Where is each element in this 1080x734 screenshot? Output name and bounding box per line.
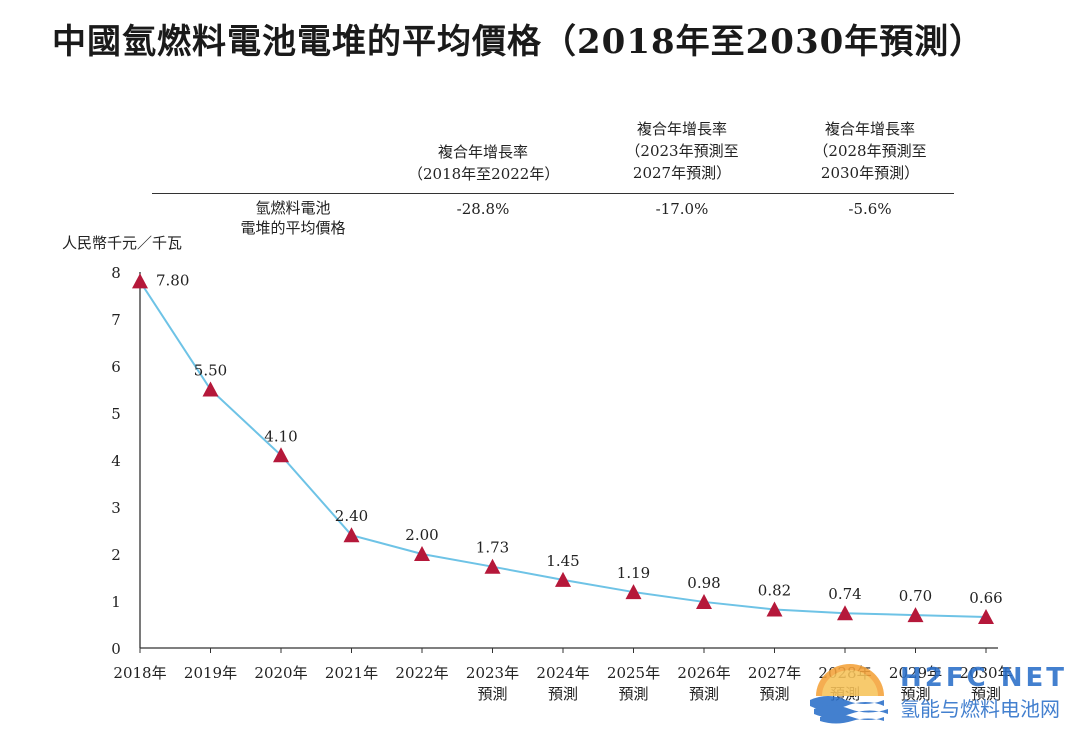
data-point-marker xyxy=(484,558,501,574)
y-tick-label: 7 xyxy=(111,311,121,329)
data-point-marker xyxy=(837,605,853,621)
data-label: 2.40 xyxy=(335,507,368,525)
x-tick-label: 2024年 xyxy=(536,664,589,682)
watermark-logo: H2FC NET 氢能与燃料电池网 xyxy=(810,663,1067,724)
cagr-header-2028-2030: 複合年增長率 （2028年預測至 2030年預測） xyxy=(795,118,945,184)
y-axis-unit-label: 人民幣千元／千瓦 xyxy=(62,234,183,252)
watermark-brand: H2FC NET xyxy=(900,663,1067,693)
y-tick-label: 5 xyxy=(111,405,121,423)
data-point-marker xyxy=(696,593,712,609)
x-tick-sublabel: 預測 xyxy=(900,685,930,703)
data-label: 7.80 xyxy=(156,271,189,289)
y-tick-label: 0 xyxy=(111,640,121,658)
data-point-marker xyxy=(414,546,430,561)
data-label: 0.70 xyxy=(899,587,932,605)
y-tick-label: 2 xyxy=(111,546,121,564)
cagr-header-2018-2022: 複合年增長率 （2018年至2022年） xyxy=(408,141,560,185)
cagr-header-line: 複合年增長率 xyxy=(824,120,915,138)
cagr-row-label: 氫燃料電池 電堆的平均價格 xyxy=(218,198,368,238)
cagr-header-2023-2027: 複合年增長率 （2023年預測至 2027年預測） xyxy=(607,118,757,184)
data-label: 4.10 xyxy=(264,427,297,445)
y-tick-label: 4 xyxy=(111,452,121,470)
data-point-marker xyxy=(625,584,642,600)
cagr-value-2018-2022: -28.8% xyxy=(456,200,510,218)
x-tick-sublabel: 預測 xyxy=(759,685,789,703)
table-divider xyxy=(152,193,954,194)
x-tick-sublabel: 預測 xyxy=(689,685,719,703)
x-tick-label: 2029年 xyxy=(889,664,942,682)
x-tick-label: 2021年 xyxy=(325,664,378,682)
data-point-marker xyxy=(766,601,783,617)
y-tick-label: 1 xyxy=(111,593,121,611)
data-point-marker xyxy=(343,527,360,543)
data-point-marker xyxy=(273,447,289,463)
y-tick-label: 8 xyxy=(111,264,121,282)
x-tick-label: 2022年 xyxy=(395,664,448,682)
data-label: 0.98 xyxy=(687,574,720,592)
cagr-row-label-line: 氫燃料電池 xyxy=(255,199,331,217)
data-point-marker xyxy=(907,607,924,623)
y-tick-label: 3 xyxy=(111,499,121,517)
data-label: 5.50 xyxy=(194,362,227,380)
data-label: 1.19 xyxy=(617,564,650,582)
x-tick-sublabel: 預測 xyxy=(477,685,507,703)
data-label: 1.45 xyxy=(546,552,579,570)
cagr-value-2023-2027: -17.0% xyxy=(655,200,709,218)
data-point-marker xyxy=(555,571,571,587)
data-label: 0.74 xyxy=(828,585,861,603)
x-tick-label: 2019年 xyxy=(184,664,237,682)
y-tick-label: 6 xyxy=(111,358,121,376)
cagr-header-line: （2028年預測至 xyxy=(813,142,927,160)
page-title: 中國氫燃料電池電堆的平均價格（2018年至2030年預測） xyxy=(52,22,985,62)
x-tick-label: 2030年 xyxy=(959,664,1012,682)
x-tick-label: 2023年 xyxy=(466,664,519,682)
x-tick-sublabel: 預測 xyxy=(971,685,1001,703)
x-tick-sublabel: 預測 xyxy=(618,685,648,703)
cagr-header-line: （2018年至2022年） xyxy=(408,165,560,183)
data-label: 1.73 xyxy=(476,539,509,557)
cagr-header-line: 2027年預測） xyxy=(632,164,732,182)
data-point-marker xyxy=(202,381,219,397)
x-tick-label: 2018年 xyxy=(113,664,166,682)
x-tick-label: 2025年 xyxy=(607,664,660,682)
cagr-header-line: 複合年增長率 xyxy=(636,120,727,138)
wave-logo-icon xyxy=(810,664,888,724)
data-label: 2.00 xyxy=(405,526,438,544)
data-point-marker xyxy=(132,273,148,289)
data-point-marker xyxy=(978,608,994,624)
data-label: 0.82 xyxy=(758,581,791,599)
x-tick-label: 2027年 xyxy=(748,664,801,682)
data-label: 0.66 xyxy=(969,589,1002,607)
x-tick-sublabel: 預測 xyxy=(548,685,578,703)
cagr-header-line: （2023年預測至 xyxy=(625,142,739,160)
cagr-header-line: 複合年增長率 xyxy=(437,143,528,161)
cagr-row-label-line: 電堆的平均價格 xyxy=(240,219,346,237)
cagr-header-line: 2030年預測） xyxy=(820,164,920,182)
x-tick-label: 2020年 xyxy=(254,664,307,682)
cagr-value-2028-2030: -5.6% xyxy=(848,200,892,218)
watermark-subtitle: 氢能与燃料电池网 xyxy=(900,697,1060,721)
x-tick-label: 2026年 xyxy=(677,664,730,682)
